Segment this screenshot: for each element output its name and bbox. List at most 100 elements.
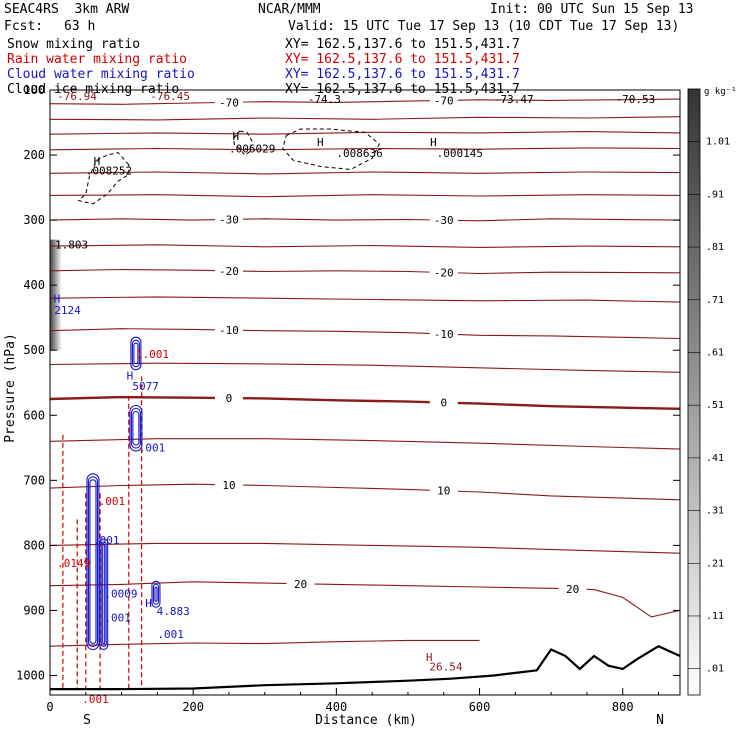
temperature-contour-label: -70 (219, 96, 239, 109)
legend-snow-label: Snow mixing ratio (7, 37, 141, 52)
data-value-label: 4.883 (157, 605, 190, 618)
cloud-water-contour (129, 404, 143, 452)
contour-label-bg (429, 327, 458, 340)
data-value-label: -73.47 (494, 93, 534, 106)
terrain-surface-line (50, 644, 681, 691)
data-value-label: 2124 (54, 304, 81, 317)
y-tick-label: 400 (23, 278, 45, 292)
temperature-contour (49, 581, 681, 618)
temperature-contour-label: -30 (219, 213, 239, 226)
x-axis-label: Distance (km) (315, 713, 417, 728)
colorbar-tick-label: .11 (706, 611, 724, 622)
colorbar-tick-label: .91 (706, 189, 724, 200)
temperature-contour-label: 0 (226, 392, 233, 405)
high-marker: H (145, 597, 152, 610)
high-marker: H (233, 130, 240, 143)
legend-rain-xy: XY= 162.5,137.6 to 151.5,431.7 (285, 52, 520, 67)
valid-time: Valid: 15 UTC Tue 17 Sep 13 (10 CDT Tue … (288, 19, 680, 34)
colorbar-tick-label: .01 (706, 664, 724, 675)
temperature-contour (49, 268, 681, 275)
temperature-contour (49, 116, 681, 121)
contour-label-bg (214, 478, 243, 491)
temperature-contour-label: 0 (440, 397, 447, 410)
cloud-water-contour (133, 342, 139, 365)
temperature-contour (49, 639, 480, 647)
contour-label-bg (214, 213, 243, 226)
data-value-label: 1.803 (55, 239, 88, 252)
temperature-contour-label: 10 (437, 485, 450, 498)
cloud-water-contour (100, 541, 107, 648)
data-value-label: .001 (157, 628, 184, 641)
temperature-contour-label: -20 (434, 266, 454, 279)
snow-mixing-contour (282, 128, 380, 170)
contour-label-bg (429, 484, 458, 497)
high-marker: H (127, 369, 134, 382)
y-tick-label: 800 (23, 538, 45, 552)
x-axis-left-end: S (83, 713, 91, 728)
contour-label-bg (429, 396, 458, 409)
cloud-water-contour (152, 583, 160, 605)
data-value-label: 26.54 (429, 660, 462, 673)
legend-snow-xy: XY= 162.5,137.6 to 151.5,431.7 (285, 37, 520, 52)
colorbar-tick-label: .71 (706, 295, 724, 306)
data-value-label: 1.001 (136, 348, 169, 361)
temperature-contour (49, 395, 681, 410)
y-tick-label: 100 (23, 83, 45, 97)
x-tick-label: 200 (182, 700, 204, 714)
cloud-water-contour (102, 544, 106, 645)
cloud-water-contour (86, 473, 100, 651)
y-tick-label: 500 (23, 343, 45, 357)
y-tick-label: 1000 (16, 668, 45, 682)
data-value-label: .001 (82, 693, 109, 706)
contour-label-bg (214, 96, 243, 109)
colorbar-tick-label: .21 (706, 558, 724, 569)
cloud-water-contour (130, 336, 142, 371)
high-marker: H (430, 136, 437, 149)
cloud-water-contour (132, 410, 140, 446)
y-tick-label: 900 (23, 603, 45, 617)
snow-mixing-contour (232, 130, 253, 156)
temperature-contour-label: -10 (219, 324, 239, 337)
model-name: SEAC4RS 3km ARW (4, 2, 130, 17)
contour-label-bg (286, 577, 315, 590)
x-tick-label: 800 (612, 700, 634, 714)
plot-frame (49, 89, 681, 696)
data-value-label: -74.3 (308, 93, 341, 106)
data-value-label: .001 (139, 442, 166, 455)
contour-label-bg (214, 324, 243, 337)
colorbar-tick-label: .81 (706, 242, 724, 253)
colorbar (687, 88, 701, 696)
data-value-label: .008252 (86, 165, 132, 178)
temperature-contour-label: -30 (434, 214, 454, 227)
fcst-label: Fcst: (4, 19, 44, 34)
temperature-contour-label: -70 (434, 94, 454, 107)
temperature-contour (49, 542, 681, 554)
temperature-contour (49, 194, 681, 198)
high-marker: H (426, 651, 433, 664)
temperature-contour (49, 98, 681, 105)
colorbar-tick-label: 1.01 (706, 137, 730, 148)
x-axis-right-end: N (656, 713, 664, 728)
cloud-water-contour (151, 580, 161, 608)
contour-label-bg (214, 392, 243, 405)
colorbar-tick-label: .51 (706, 400, 724, 411)
y-tick-label: 300 (23, 213, 45, 227)
data-value-label: .008636 (336, 147, 382, 160)
colorbar-tick-label: .41 (706, 453, 724, 464)
data-value-label: .001 (104, 611, 131, 624)
data-value-label: .000145 (437, 147, 483, 160)
source-label: NCAR/MMM (258, 2, 321, 17)
x-tick-label: 600 (469, 700, 491, 714)
x-tick-label: 0 (46, 700, 53, 714)
legend-cloud-water-xy: XY= 162.5,137.6 to 151.5,431.7 (285, 67, 520, 82)
cloud-water-contour (131, 339, 140, 368)
data-value-label: -70.53 (616, 93, 656, 106)
legend-rain-label: Rain water mixing ratio (7, 52, 188, 67)
cloud-water-contour (154, 586, 158, 602)
y-tick-label: 700 (23, 473, 45, 487)
cloud-water-contour (99, 538, 109, 651)
data-value-label: .001 (93, 534, 120, 547)
legend-cloud-water-label: Cloud water mixing ratio (7, 67, 195, 82)
colorbar-tick-label: .61 (706, 347, 724, 358)
temperature-contour (49, 483, 681, 501)
